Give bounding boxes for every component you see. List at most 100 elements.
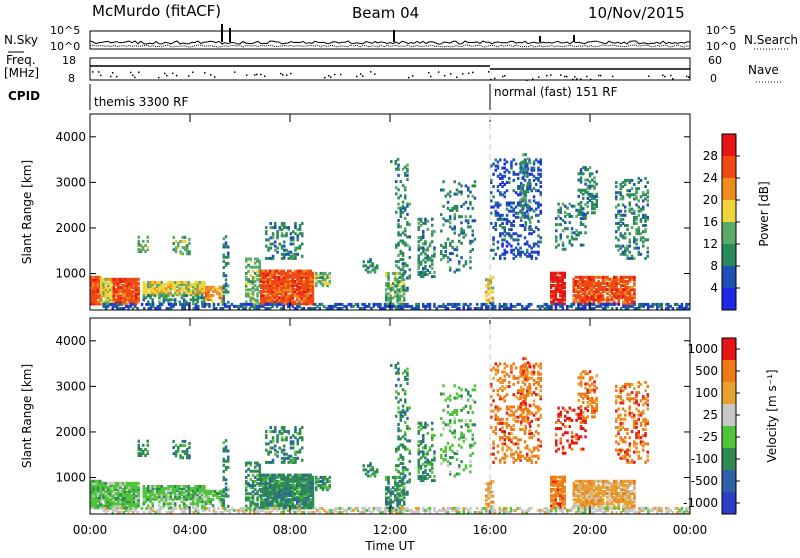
velocity-cell bbox=[392, 501, 395, 504]
power-cell bbox=[385, 288, 388, 291]
power-cell bbox=[245, 266, 248, 269]
power-cell bbox=[301, 243, 304, 246]
power-cell bbox=[397, 305, 400, 308]
velocity-cell bbox=[422, 471, 425, 474]
velocity-cell bbox=[254, 488, 257, 491]
power-cell bbox=[515, 191, 518, 194]
power-cell bbox=[513, 202, 516, 205]
power-cell bbox=[626, 193, 629, 196]
velocity-cell bbox=[173, 452, 176, 455]
velocity-cell bbox=[254, 503, 257, 506]
velocity-cell bbox=[395, 489, 398, 492]
velocity-cell bbox=[262, 498, 265, 501]
power-cell bbox=[584, 203, 587, 206]
power-cell bbox=[504, 191, 507, 194]
power-cell bbox=[310, 294, 313, 297]
power-cell bbox=[301, 270, 304, 273]
velocity-cell bbox=[179, 454, 182, 457]
power-cell bbox=[557, 209, 560, 212]
power-cell bbox=[624, 224, 627, 227]
velocity-cell bbox=[227, 505, 230, 508]
power-cell bbox=[365, 269, 368, 272]
power-cell bbox=[422, 230, 425, 233]
power-cell bbox=[681, 303, 684, 306]
velocity-cell bbox=[115, 502, 118, 505]
velocity-cell bbox=[184, 444, 187, 447]
power-cell bbox=[635, 216, 638, 219]
power-cell bbox=[665, 303, 668, 306]
power-cell bbox=[638, 187, 641, 190]
power-cell bbox=[508, 202, 511, 205]
power-cell bbox=[492, 249, 495, 252]
power-cell bbox=[254, 280, 257, 283]
power-cell bbox=[207, 286, 210, 289]
velocity-cell bbox=[179, 485, 182, 488]
power-cell bbox=[635, 204, 638, 207]
power-cell bbox=[449, 191, 452, 194]
power-cell bbox=[535, 177, 538, 180]
power-cell bbox=[395, 160, 398, 163]
power-cell bbox=[591, 193, 594, 196]
power-cell bbox=[328, 305, 331, 308]
power-cell bbox=[609, 303, 612, 306]
velocity-cell bbox=[272, 447, 275, 450]
power-cell bbox=[229, 305, 232, 308]
velocity-cell bbox=[270, 447, 273, 450]
velocity-cell bbox=[404, 493, 407, 496]
power-cell bbox=[465, 184, 468, 187]
power-cell bbox=[638, 199, 641, 202]
power-cell bbox=[531, 189, 534, 192]
power-cell bbox=[285, 226, 288, 229]
power-cell bbox=[640, 218, 643, 221]
velocity-cell bbox=[424, 475, 427, 478]
power-cell bbox=[495, 222, 498, 225]
power-cell bbox=[615, 185, 618, 188]
power-cell bbox=[403, 292, 406, 295]
power-cell bbox=[528, 245, 531, 248]
power-cell bbox=[137, 282, 140, 285]
power-cell bbox=[469, 256, 472, 259]
power-cell bbox=[535, 214, 538, 217]
nave-point bbox=[158, 77, 160, 79]
power-cell bbox=[278, 303, 281, 306]
velocity-cell bbox=[290, 447, 293, 450]
power-cell bbox=[290, 255, 293, 258]
power-cell bbox=[395, 244, 398, 247]
power-colorbar-swatch bbox=[722, 134, 736, 156]
power-cell bbox=[561, 272, 564, 275]
velocity-cell bbox=[429, 475, 432, 478]
velocity-cell bbox=[310, 498, 313, 501]
power-cell bbox=[121, 303, 124, 306]
power-cell bbox=[582, 207, 585, 210]
power-cell bbox=[289, 294, 292, 297]
power-cell bbox=[617, 191, 620, 194]
power-cell bbox=[588, 276, 591, 279]
power-cell bbox=[265, 226, 268, 229]
power-cell bbox=[188, 281, 191, 284]
nave-point bbox=[290, 73, 292, 75]
power-cell bbox=[454, 205, 457, 208]
power-cell bbox=[495, 210, 498, 213]
power-cell bbox=[522, 213, 525, 216]
velocity-cell bbox=[267, 474, 270, 477]
nave-point bbox=[576, 78, 578, 80]
nave-point bbox=[116, 76, 118, 78]
velocity-cell bbox=[320, 480, 323, 483]
power-cell bbox=[512, 305, 515, 308]
power-cell bbox=[474, 197, 477, 200]
power-cell bbox=[167, 298, 170, 301]
nsky-tick-bottom: 10^0 bbox=[50, 40, 80, 53]
power-cell bbox=[288, 257, 291, 260]
power-cell bbox=[499, 255, 502, 258]
power-cell bbox=[320, 276, 323, 279]
power-cell bbox=[170, 305, 173, 308]
power-cell bbox=[627, 276, 630, 279]
power-cell bbox=[270, 247, 273, 250]
power-cell bbox=[406, 303, 409, 306]
velocity-cell bbox=[142, 450, 145, 453]
velocity-cell bbox=[289, 478, 292, 481]
velocity-cell bbox=[247, 482, 250, 485]
power-colorbar-swatch bbox=[722, 266, 736, 288]
power-cell bbox=[562, 242, 565, 245]
power-cell bbox=[626, 245, 629, 248]
